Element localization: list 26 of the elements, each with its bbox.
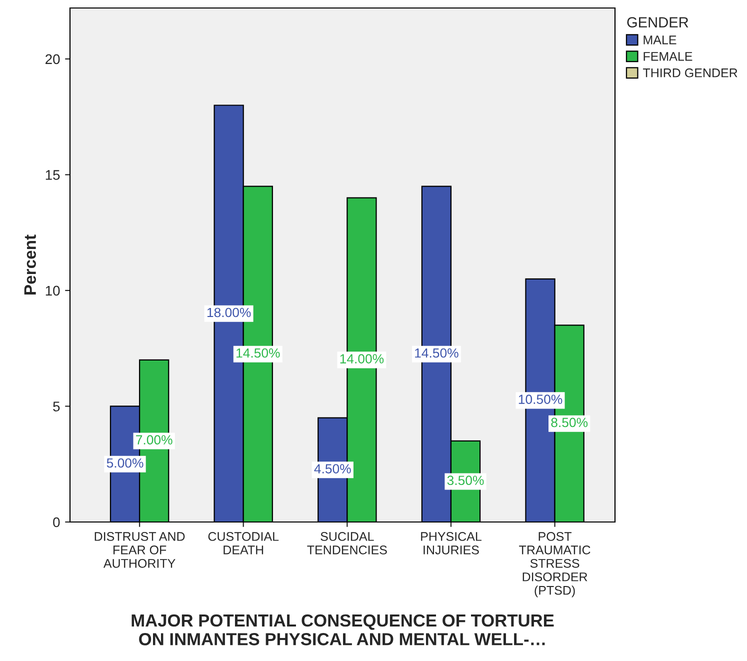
x-tick-label: DISTRUST AND FEAR OF AUTHORITY [94,532,185,568]
x-axis-title: MAJOR POTENTIAL CONSEQUENCE OF TORTURE ON INMANTES PHYSICAL AND MENTAL WELL-… [132,614,554,646]
data-label: 4.50% [314,464,351,474]
legend-label: FEMALE [644,52,692,61]
y-axis-title: Percent [24,234,36,294]
data-label: 5.00% [106,458,144,468]
x-tick-label: CUSTODIAL DEATH [208,532,279,554]
data-label: 14.50% [415,348,458,358]
data-label: 10.50% [518,394,562,404]
legend-label: THIRD GENDER [643,68,738,78]
data-label: 14.50% [236,348,280,358]
y-tick-label: 5 [53,402,60,412]
data-label: 18.00% [207,308,251,318]
y-tick-label: 0 [53,517,60,528]
x-tick-label: SUCIDAL TENDENCIES [307,532,387,554]
data-label: 3.50% [447,476,484,486]
y-tick-label: 10 [46,286,60,296]
legend-label: MALE [644,36,676,44]
legend-title: GENDER [627,17,688,28]
data-label: 14.00% [340,354,384,364]
y-tick-label: 20 [46,54,60,64]
data-label: 7.00% [136,435,172,445]
y-tick-label: 15 [46,170,60,180]
x-tick-label: POST TRAUMATIC STRESS DISORDER (PTSD) [519,532,590,598]
data-label: 8.50% [551,418,588,428]
x-tick-label: PHYSICAL INJURIES [421,532,482,554]
